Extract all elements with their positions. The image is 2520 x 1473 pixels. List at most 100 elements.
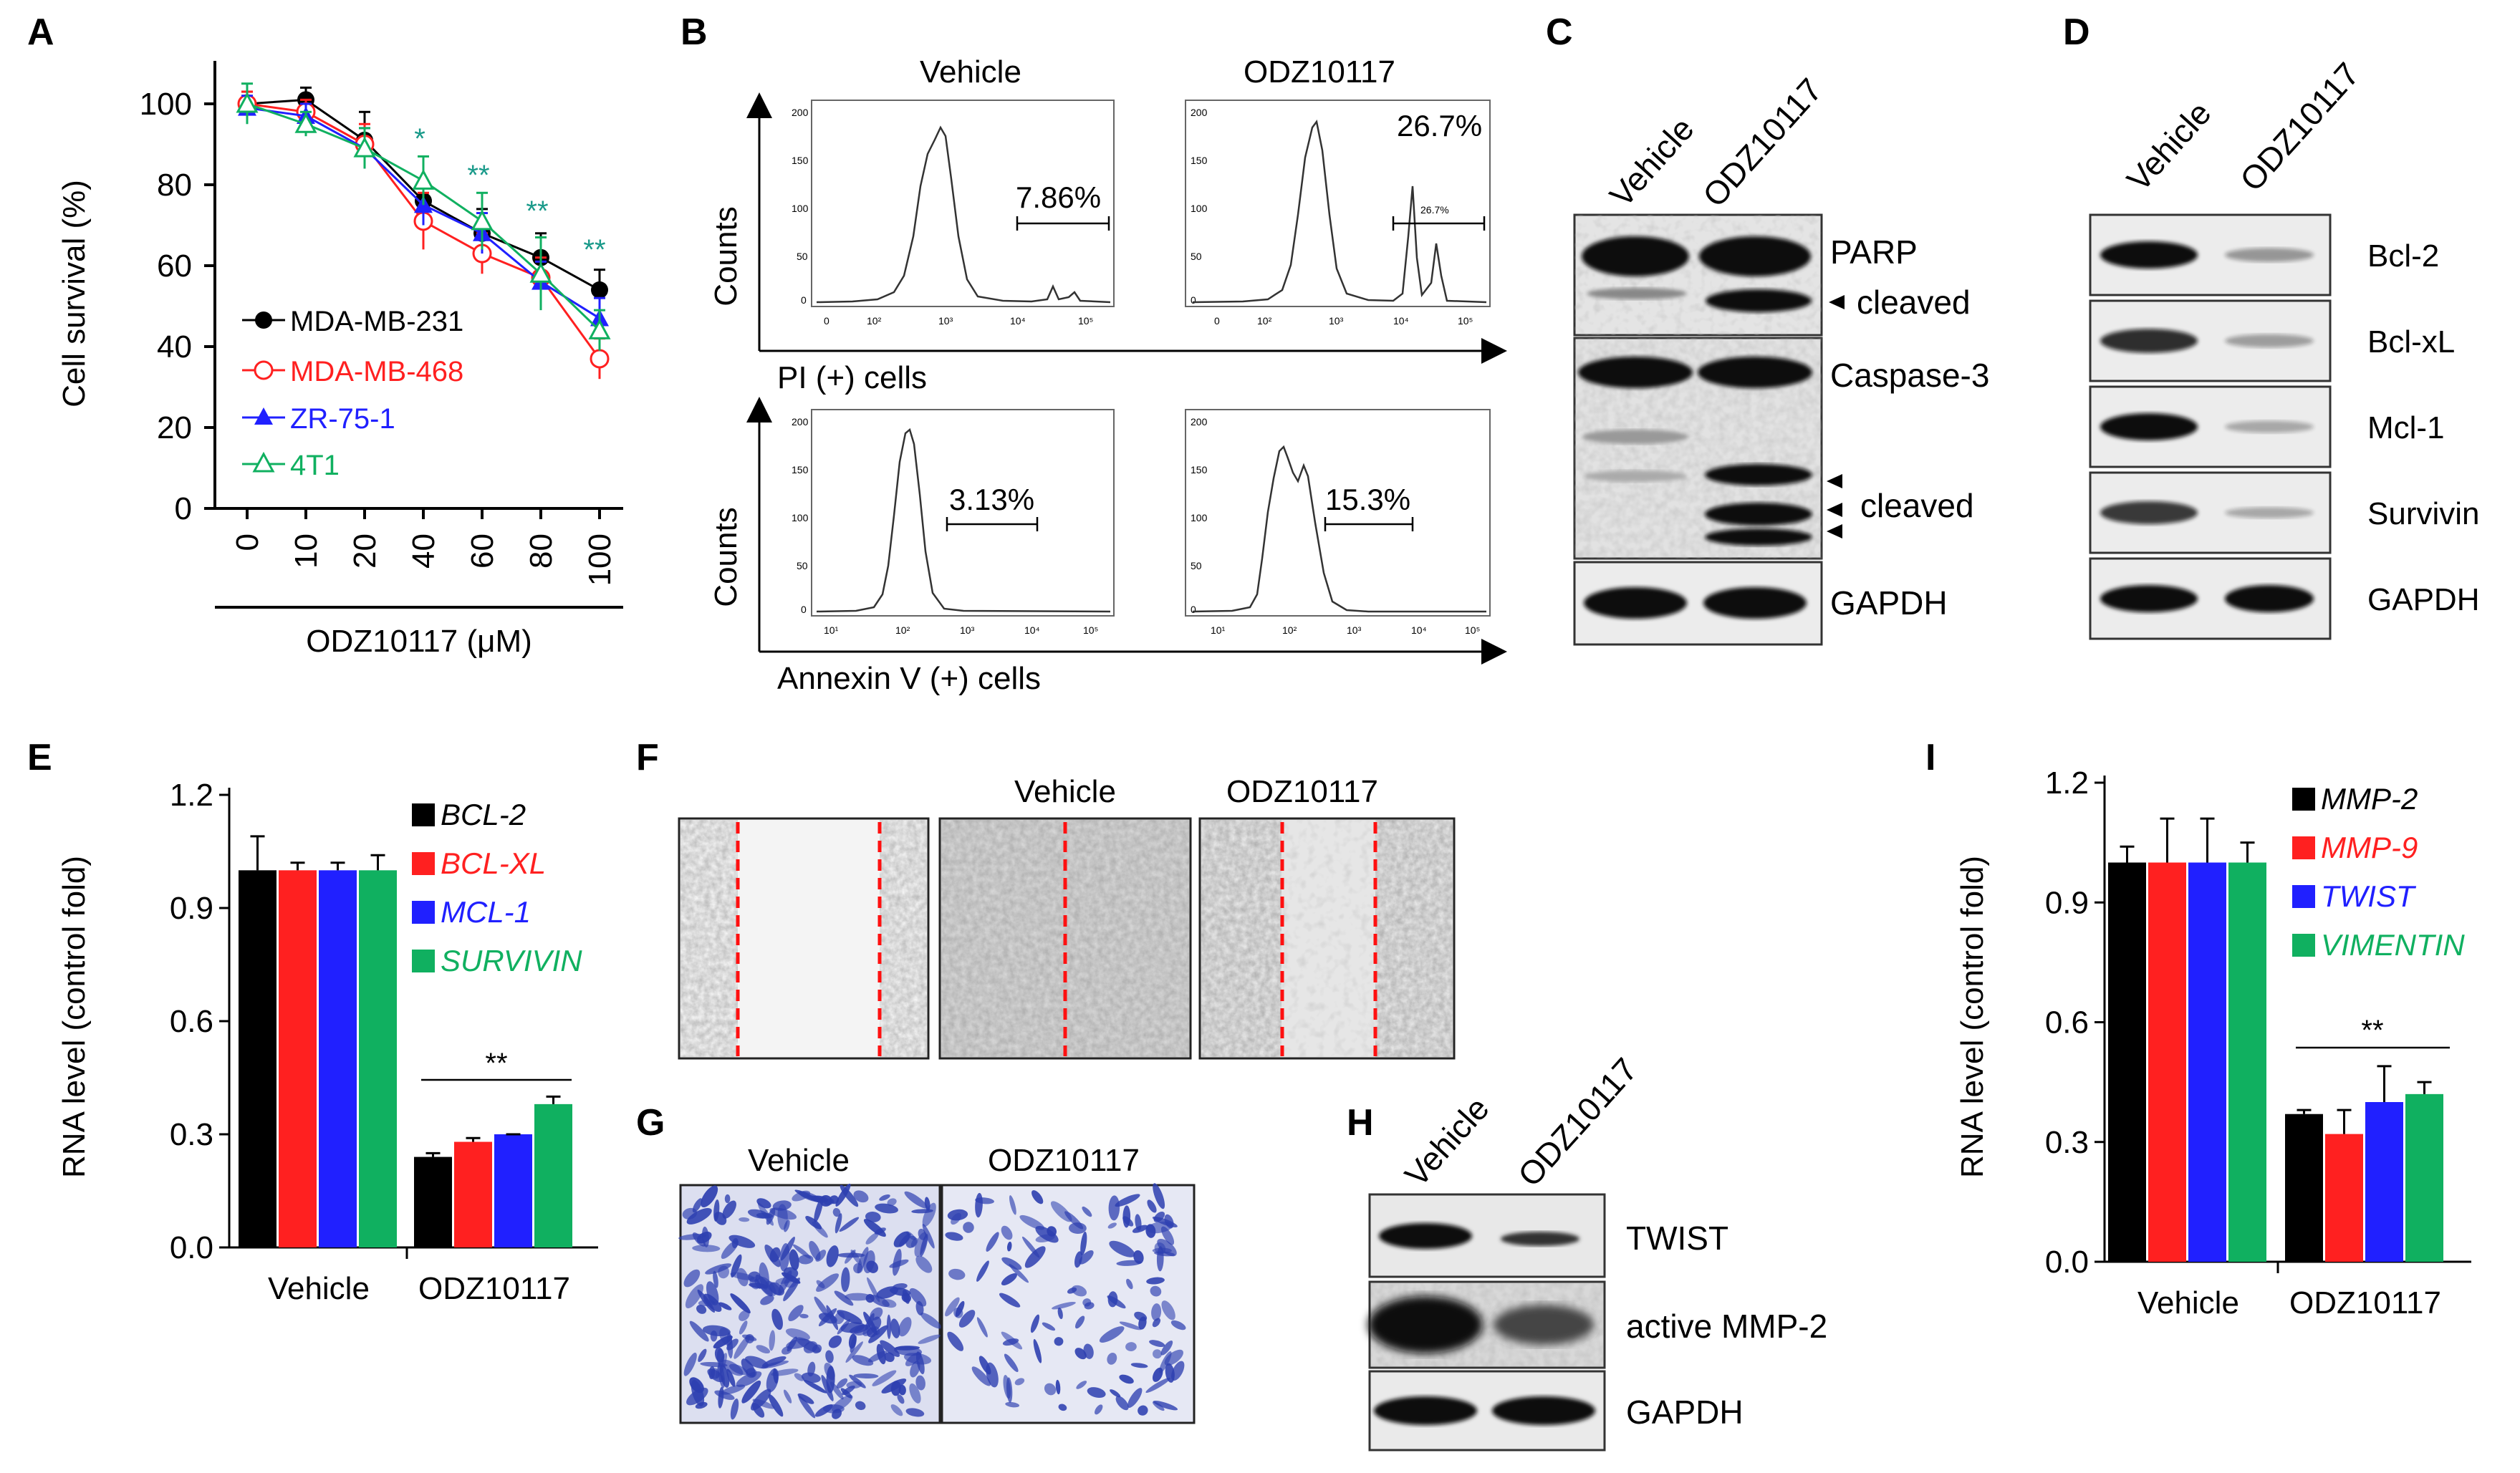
g-vehicle-cell — [875, 1203, 898, 1214]
panel-g-invasion: Vehicle ODZ10117 — [678, 1143, 1196, 1424]
b-ann-trt-tick-50: 50 — [1191, 560, 1202, 571]
g-treated-cell — [1006, 1241, 1012, 1252]
g-treated-cell — [978, 1356, 991, 1375]
g-treated-cell — [1149, 1340, 1165, 1348]
b-ann-treated-histogram — [1192, 445, 1486, 613]
b-pi-trt-xtick-3: 10⁴ — [1393, 315, 1409, 327]
panel-letter-c: C — [1546, 11, 1573, 53]
g-vehicle-cell — [840, 1184, 859, 1207]
g-vehicle-cell — [696, 1231, 712, 1244]
a-legend-mdamb468: MDA-MB-468 — [290, 356, 463, 387]
i-x-label-odz10117: ODZ10117 — [2289, 1285, 2441, 1320]
g-vehicle-cell — [702, 1325, 731, 1337]
g-vehicle-cell — [769, 1330, 776, 1351]
b-ann-veh-xtick-4: 10⁵ — [1083, 624, 1098, 636]
g-vehicle-cell — [766, 1368, 779, 1393]
b-pi-veh-xtick-2: 10³ — [938, 315, 953, 327]
g-vehicle-cell — [700, 1361, 728, 1368]
d-band-survivin-odz — [2225, 507, 2314, 518]
g-vehicle-cell — [730, 1293, 751, 1314]
c-band-parp-veh — [1582, 236, 1689, 276]
g-treated-cell — [1009, 1195, 1016, 1215]
e-x-label-odz10117: ODZ10117 — [418, 1271, 570, 1306]
g-vehicle-cell — [703, 1293, 722, 1313]
panel-a-line-chart: 0 20 40 60 80 100 0 10 20 40 60 80 100 Cell survival… — [57, 61, 623, 659]
a-y-tick-label-0: 0 — [175, 491, 192, 526]
g-vehicle-cell — [850, 1250, 862, 1265]
i-bar-mmp9-odz10117 — [2325, 1134, 2363, 1262]
g-treated-cell — [945, 1232, 963, 1241]
a-point-4t1-10 — [294, 112, 317, 133]
e-legend-swatch-bcl2 — [412, 803, 435, 826]
i-legend-mmp2: MMP-2 — [2321, 782, 2418, 816]
g-vehicle-cell — [890, 1381, 901, 1396]
a-legend-mdamb231: MDA-MB-231 — [290, 306, 463, 337]
e-legend-swatch-survivin — [412, 950, 435, 972]
b-ann-vehicle-plot: 200 150 100 50 0 10¹ 10² 10³ 10⁴ 10⁵ 3.1… — [792, 409, 1115, 636]
i-sig: ** — [2361, 1015, 2383, 1046]
g-treated-cell — [1153, 1349, 1162, 1359]
f-image-treated-cells-left — [1201, 820, 1281, 1057]
a-y-tick-label-40: 40 — [157, 329, 192, 364]
g-vehicle-cell — [870, 1295, 890, 1308]
g-vehicle-cell — [890, 1404, 903, 1416]
i-legend: MMP-2 MMP-9 TWIST VIMENTIN — [2292, 782, 2465, 962]
h-band-gapdh-odz — [1492, 1396, 1595, 1425]
a-y-tick-label-20: 20 — [157, 410, 192, 445]
g-vehicle-cell — [714, 1390, 735, 1400]
g-treated-cell — [1082, 1206, 1092, 1217]
b-ann-veh-xtick-2: 10³ — [960, 624, 975, 636]
e-legend-swatch-bclxl — [412, 852, 435, 875]
g-treated-cell — [1122, 1205, 1131, 1228]
g-vehicle-cell — [736, 1371, 762, 1387]
g-vehicle-cell — [920, 1313, 942, 1329]
g-vehicle-cell — [816, 1280, 825, 1289]
g-vehicle-cell — [918, 1228, 927, 1240]
g-vehicle-cell — [821, 1375, 834, 1401]
b-pi-trt-tick-150: 150 — [1191, 155, 1208, 166]
panel-letter-a: A — [27, 11, 54, 53]
g-treated-cell — [958, 1310, 976, 1328]
c-arrow-casp-2 — [1827, 503, 1842, 517]
e-y-tick-label: 0.3 — [170, 1117, 213, 1152]
a-point-4t1-0 — [236, 92, 259, 113]
a-x-tick-label-0: 0 — [230, 533, 265, 551]
g-vehicle-cell — [893, 1231, 910, 1247]
g-vehicle-cell — [683, 1352, 697, 1376]
d-label-mcl1: Mcl-1 — [2367, 410, 2445, 445]
g-treated-cell — [1115, 1396, 1129, 1411]
b-pi-trt-tick-0: 0 — [1191, 294, 1196, 306]
a-x-tick-label-10: 10 — [289, 533, 324, 569]
e-bar-bclxl-odz10117 — [454, 1141, 492, 1247]
c-lane-vehicle: Vehicle — [1602, 110, 1701, 214]
b-ann-vehicle-histogram — [816, 428, 1111, 613]
g-treated-cell — [945, 1297, 960, 1317]
g-treated-cell — [1004, 1353, 1019, 1373]
g-vehicle-cell — [826, 1245, 839, 1267]
g-vehicle-cell — [852, 1355, 874, 1366]
b-pi-trt-xtick-0: 0 — [1214, 315, 1220, 327]
g-vehicle-cell — [789, 1249, 799, 1271]
i-legend-swatch-twist — [2292, 885, 2315, 908]
g-vehicle-cell — [876, 1343, 886, 1365]
b-ann-x-label: Annexin V (+) cells — [777, 661, 1041, 696]
g-vehicle-cell — [750, 1389, 771, 1411]
g-treated-cell — [948, 1268, 966, 1280]
g-vehicle-cell — [722, 1200, 736, 1219]
g-treated-cell — [1057, 1307, 1063, 1320]
g-vehicle-cell — [809, 1240, 821, 1261]
g-vehicle-cell — [880, 1340, 900, 1357]
g-treated-cell — [1064, 1211, 1084, 1230]
b-ann-vehicle-frame — [811, 409, 1115, 617]
a-y-tick-label-80: 80 — [157, 168, 192, 203]
b-ann-vehicle-pct: 3.13% — [949, 483, 1034, 516]
g-treated-cell — [1033, 1338, 1042, 1363]
d-band-survivin-veh — [2100, 501, 2198, 524]
i-bar-vimentin-vehicle — [2228, 862, 2266, 1262]
e-y-tick-label: 0.0 — [170, 1230, 213, 1265]
e-y-tick-label: 1.2 — [170, 778, 213, 813]
g-vehicle-cell — [871, 1316, 882, 1330]
g-vehicle-cell — [910, 1361, 920, 1378]
panel-e-bar-chart: RNA level (control fold) 0.0 0.3 0.6 0.9 1.2… — [57, 778, 598, 1306]
g-vehicle-cell — [915, 1255, 933, 1273]
